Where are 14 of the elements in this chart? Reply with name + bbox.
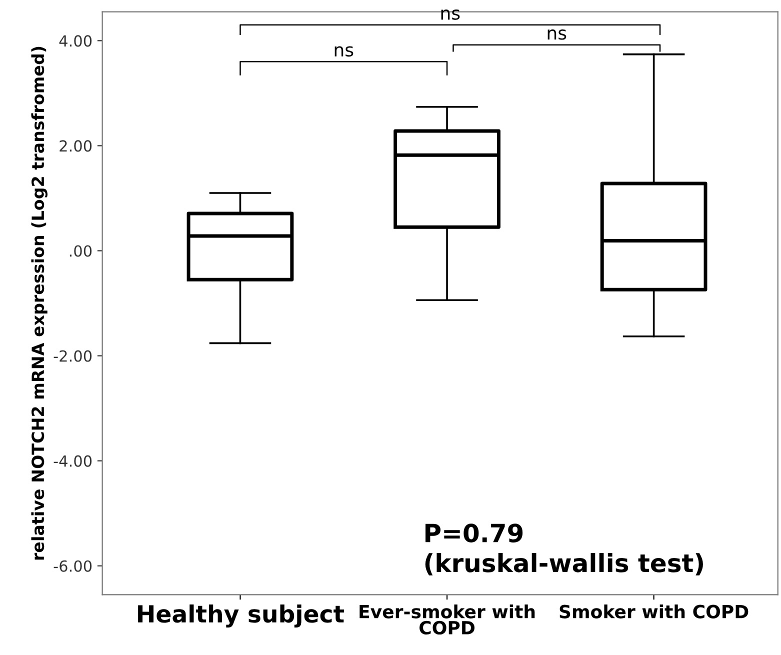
y-tick-label: 2.00 [60, 140, 92, 152]
y-tick-label: -2.00 [54, 350, 92, 362]
y-tick-label: 4.00 [59, 35, 92, 47]
annotation: ns [548, 29, 566, 40]
x-tick-label: Ever-smoker with COPD [360, 604, 535, 635]
y-tick-label: -6.00 [54, 560, 92, 572]
annotation: P=0.79 (kruskal-wallis test) [425, 524, 703, 576]
y-tick-label: -4.00 [54, 455, 92, 467]
annotation: ns [441, 9, 460, 20]
y-axis-title: relative NOTCH2 mRNA expression (Log2 transfromed) [31, 46, 48, 560]
y-tick-label: .00 [70, 245, 92, 257]
x-tick-label: Smoker with COPD [560, 604, 748, 618]
x-tick-label: Healthy subject [138, 604, 344, 628]
annotation: ns [334, 46, 354, 57]
